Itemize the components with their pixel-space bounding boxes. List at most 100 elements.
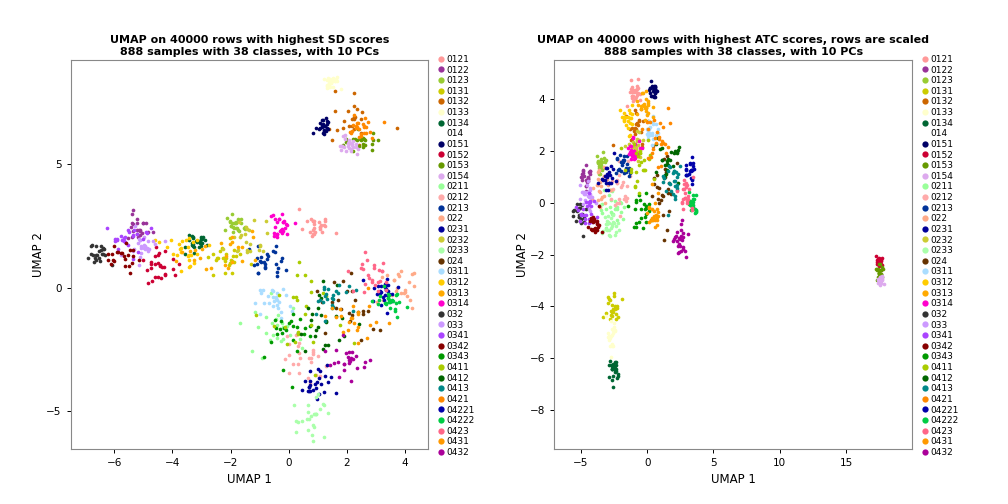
Point xyxy=(606,218,622,226)
Point xyxy=(109,235,125,243)
Point xyxy=(630,152,646,160)
Point xyxy=(638,204,654,212)
Point xyxy=(631,116,647,124)
Point xyxy=(267,314,283,323)
Point xyxy=(388,291,404,299)
Point xyxy=(186,242,203,250)
Point xyxy=(365,129,381,137)
Point xyxy=(336,360,352,368)
Point xyxy=(622,131,638,139)
Point xyxy=(317,130,333,138)
Point xyxy=(267,248,283,256)
Point xyxy=(335,141,351,149)
Point xyxy=(341,136,357,144)
Point xyxy=(344,314,360,322)
Point xyxy=(612,212,628,220)
Point xyxy=(663,190,679,198)
Point xyxy=(613,208,629,216)
Point xyxy=(608,366,624,374)
Point xyxy=(681,184,698,193)
Point xyxy=(372,277,388,285)
Point xyxy=(643,129,659,137)
Point xyxy=(254,354,270,362)
Point xyxy=(345,147,361,155)
Point xyxy=(151,238,167,246)
Point xyxy=(344,127,360,135)
Point xyxy=(164,265,180,273)
Point xyxy=(275,227,291,235)
Point xyxy=(683,176,700,184)
Point xyxy=(577,172,593,180)
X-axis label: UMAP 1: UMAP 1 xyxy=(227,473,272,486)
Point xyxy=(319,117,335,125)
Point xyxy=(871,256,887,264)
Point xyxy=(640,86,656,94)
Point xyxy=(636,100,652,108)
Point xyxy=(621,106,637,114)
Point xyxy=(624,120,640,128)
Point xyxy=(630,84,646,92)
Point xyxy=(349,105,365,113)
Point xyxy=(316,388,332,396)
Point xyxy=(666,148,682,156)
Point xyxy=(396,291,412,299)
Point xyxy=(628,88,644,96)
Point xyxy=(312,296,329,304)
Point xyxy=(871,256,887,264)
Point xyxy=(629,83,645,91)
Point xyxy=(229,219,245,227)
Point xyxy=(638,210,654,218)
Point xyxy=(158,243,174,251)
Point xyxy=(181,247,198,255)
Point xyxy=(600,329,616,337)
Point xyxy=(346,125,362,133)
Point xyxy=(406,282,422,290)
Point xyxy=(403,270,419,278)
Point xyxy=(281,331,297,339)
Point xyxy=(286,338,302,346)
Point xyxy=(298,217,314,225)
Point xyxy=(190,250,206,259)
Point xyxy=(381,290,397,298)
Point xyxy=(644,82,660,90)
Point xyxy=(682,207,699,215)
Point xyxy=(605,360,621,368)
Point xyxy=(582,167,598,175)
Point xyxy=(308,287,325,295)
Point xyxy=(675,195,691,203)
Point xyxy=(872,275,888,283)
Point xyxy=(604,174,620,182)
Point xyxy=(318,312,334,321)
Point xyxy=(633,124,649,133)
Point xyxy=(210,255,226,263)
Point xyxy=(635,117,651,125)
Point xyxy=(642,123,658,131)
Point xyxy=(654,192,670,200)
Point xyxy=(624,147,640,155)
Point xyxy=(605,141,621,149)
Point xyxy=(171,245,187,254)
Point xyxy=(316,122,332,130)
Point xyxy=(645,103,661,111)
Point xyxy=(590,223,606,231)
Point xyxy=(594,206,610,214)
Point xyxy=(619,152,635,160)
Point xyxy=(630,152,646,160)
Point xyxy=(137,242,153,250)
Point xyxy=(344,145,360,153)
Point xyxy=(290,258,306,266)
Point xyxy=(300,303,317,311)
Point xyxy=(212,247,228,256)
Point xyxy=(872,279,888,287)
Point xyxy=(127,222,143,230)
Point xyxy=(360,284,376,292)
Point xyxy=(319,362,335,370)
Point xyxy=(290,330,306,338)
Point xyxy=(617,142,633,150)
Point xyxy=(92,257,108,265)
Point xyxy=(607,327,623,335)
Point xyxy=(684,203,701,211)
Point xyxy=(386,276,402,284)
Point xyxy=(377,291,393,299)
Point xyxy=(656,155,672,163)
